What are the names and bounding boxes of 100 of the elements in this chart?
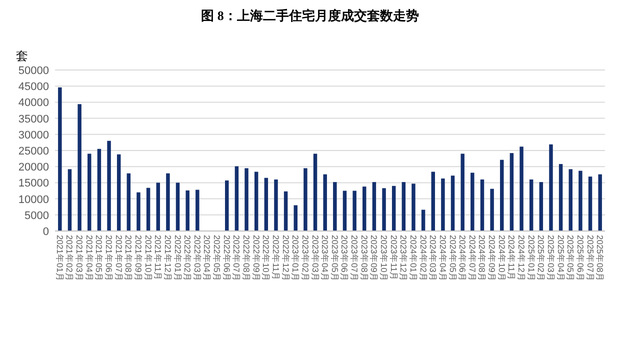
y-tick-label: 40000 bbox=[18, 97, 49, 110]
x-tick-label: 2021年09月 bbox=[133, 235, 144, 282]
x-tick-label: 2021年12月 bbox=[162, 235, 173, 282]
x-tick-label: 2024年10月 bbox=[496, 235, 507, 282]
bar bbox=[510, 153, 514, 231]
bar bbox=[352, 190, 356, 231]
bar bbox=[176, 182, 180, 231]
bar bbox=[304, 168, 308, 231]
bar bbox=[78, 104, 82, 231]
bar bbox=[116, 154, 121, 231]
y-tick-label: 10000 bbox=[18, 194, 49, 206]
x-tick-label: 2024年02月 bbox=[418, 235, 428, 282]
x-tick-label: 2024年12月 bbox=[516, 235, 527, 282]
bar bbox=[588, 176, 592, 231]
bar bbox=[68, 169, 72, 231]
chart-title: 图 8：上海二手住宅月度成交套数走势 bbox=[201, 8, 419, 23]
y-axis-title: 套 bbox=[16, 49, 28, 63]
y-tick-label: 5000 bbox=[24, 210, 49, 222]
bar bbox=[421, 210, 426, 231]
x-tick-label: 2024年11月 bbox=[506, 235, 517, 281]
x-tick-label: 2024年04月 bbox=[438, 235, 448, 282]
bar bbox=[225, 180, 229, 231]
x-tick-label: 2025年02月 bbox=[536, 235, 546, 282]
x-tick-label: 2022年11月 bbox=[270, 235, 281, 281]
x-tick-label: 2022年02月 bbox=[182, 235, 193, 282]
bar bbox=[558, 164, 563, 231]
bar bbox=[88, 154, 92, 231]
bar bbox=[126, 173, 131, 231]
bar bbox=[136, 192, 140, 231]
x-tick-label: 2024年09月 bbox=[487, 235, 498, 282]
bar bbox=[313, 154, 318, 231]
bar bbox=[254, 172, 258, 231]
x-tick-label: 2025年06月 bbox=[575, 235, 586, 282]
x-tick-label: 2022年07月 bbox=[232, 235, 242, 282]
x-tick-label: 2021年05月 bbox=[94, 235, 104, 282]
bar bbox=[186, 190, 190, 231]
bar bbox=[58, 87, 62, 231]
bar bbox=[578, 170, 582, 231]
bar bbox=[441, 178, 445, 231]
bar bbox=[274, 179, 278, 231]
x-tick-label: 2021年01月 bbox=[54, 235, 65, 282]
bar bbox=[196, 190, 200, 231]
x-tick-label: 2024年07月 bbox=[467, 235, 478, 282]
x-tick-label: 2025年04月 bbox=[556, 235, 566, 282]
bar bbox=[362, 186, 366, 231]
bar bbox=[460, 154, 464, 231]
bar bbox=[568, 169, 572, 231]
x-tick-label: 2023年01月 bbox=[290, 235, 301, 282]
bar bbox=[598, 174, 602, 231]
bar bbox=[431, 172, 435, 231]
bar bbox=[156, 182, 160, 231]
y-tick-label: 45000 bbox=[18, 81, 49, 94]
bar bbox=[264, 178, 268, 231]
bar bbox=[107, 140, 111, 231]
x-tick-label: 2025年05月 bbox=[566, 235, 576, 282]
bar bbox=[470, 172, 474, 231]
x-tick-label: 2024年05月 bbox=[448, 235, 458, 282]
x-tick-label: 2022年09月 bbox=[251, 235, 262, 282]
bar bbox=[342, 190, 347, 231]
x-tick-label: 2022年05月 bbox=[212, 235, 222, 282]
x-tick-label: 2021年10月 bbox=[143, 235, 154, 282]
bar bbox=[284, 191, 288, 231]
y-tick-label: 50000 bbox=[18, 65, 49, 77]
bar bbox=[490, 188, 494, 231]
x-tick-label: 2021年04月 bbox=[84, 235, 94, 282]
x-tick-label: 2023年10月 bbox=[379, 235, 390, 282]
y-tick-label: 30000 bbox=[18, 129, 49, 142]
bar bbox=[500, 160, 504, 231]
x-tick-label: 2025年03月 bbox=[546, 235, 556, 282]
x-tick-label: 2024年03月 bbox=[428, 235, 438, 282]
bar bbox=[166, 173, 170, 231]
x-tick-label: 2021年07月 bbox=[114, 235, 124, 282]
x-tick-label: 2021年11月 bbox=[153, 235, 164, 281]
bar bbox=[97, 148, 102, 231]
bar bbox=[234, 166, 239, 231]
bar bbox=[372, 182, 376, 231]
x-tick-label: 2021年08月 bbox=[124, 235, 134, 282]
bar bbox=[480, 179, 484, 231]
x-tick-label: 2023年06月 bbox=[340, 235, 350, 282]
bar bbox=[539, 182, 544, 231]
bar bbox=[244, 168, 248, 231]
x-tick-label: 2024年06月 bbox=[458, 235, 468, 282]
y-tick-label: 25000 bbox=[18, 146, 49, 158]
bar bbox=[323, 174, 327, 231]
bar bbox=[412, 184, 416, 231]
x-tick-label: 2024年08月 bbox=[477, 235, 488, 282]
bar bbox=[520, 146, 524, 231]
bar bbox=[392, 186, 396, 231]
y-tick-label: 0 bbox=[42, 226, 49, 238]
x-tick-label: 2022年10月 bbox=[261, 235, 272, 282]
bar bbox=[146, 188, 150, 231]
y-tick-label: 15000 bbox=[18, 178, 49, 190]
x-tick-label: 2023年09月 bbox=[369, 235, 380, 282]
x-tick-label: 2021年02月 bbox=[64, 235, 75, 282]
x-tick-label: 2023年08月 bbox=[359, 235, 370, 282]
x-tick-label: 2023年04月 bbox=[320, 235, 330, 282]
bar bbox=[382, 188, 386, 231]
x-tick-label: 2025年01月 bbox=[526, 235, 536, 282]
y-tick-label: 20000 bbox=[18, 162, 49, 174]
y-tick-label: 35000 bbox=[18, 113, 49, 126]
